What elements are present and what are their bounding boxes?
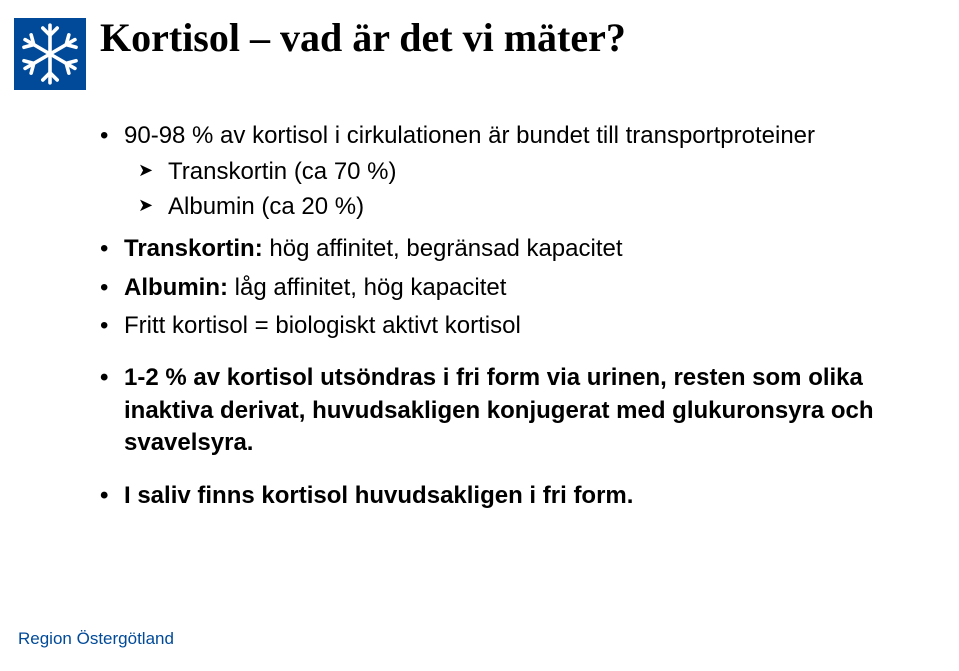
bullet-1-sublist: Transkortin (ca 70 %) Albumin (ca 20 %) [124,156,919,223]
content-area: 90-98 % av kortisol i cirkulationen är b… [100,120,919,518]
bullet-2: Transkortin: hög affinitet, begränsad ka… [100,233,919,265]
sub-bullet-2: Albumin (ca 20 %) [138,191,919,223]
bullet-list: 90-98 % av kortisol i cirkulationen är b… [100,120,919,512]
bullet-3-label: Albumin: [124,274,228,301]
bullet-6: I saliv finns kortisol huvudsakligen i f… [100,480,919,512]
bullet-2-rest: hög affinitet, begränsad kapacitet [263,235,623,262]
bullet-3: Albumin: låg affinitet, hög kapacitet [100,272,919,304]
spacer [100,466,919,480]
bullet-5-text: 1-2 % av kortisol utsöndras i fri form v… [124,364,874,456]
bullet-2-label: Transkortin: [124,235,263,262]
snowflake-icon [14,18,86,90]
spacer [100,348,919,362]
sub-bullet-1: Transkortin (ca 70 %) [138,156,919,188]
bullet-1-text: 90-98 % av kortisol i cirkulationen är b… [124,122,815,149]
slide: Kortisol – vad är det vi mäter? 90-98 % … [0,0,959,671]
bullet-5: 1-2 % av kortisol utsöndras i fri form v… [100,362,919,459]
footer-text: Region Östergötland [18,629,174,649]
slide-title: Kortisol – vad är det vi mäter? [100,14,626,61]
bullet-4-text: Fritt kortisol = biologiskt aktivt korti… [124,312,521,339]
bullet-6-text: I saliv finns kortisol huvudsakligen i f… [124,482,633,509]
bullet-4: Fritt kortisol = biologiskt aktivt korti… [100,310,919,342]
region-logo [14,18,86,90]
bullet-1: 90-98 % av kortisol i cirkulationen är b… [100,120,919,223]
bullet-3-rest: låg affinitet, hög kapacitet [228,274,506,301]
